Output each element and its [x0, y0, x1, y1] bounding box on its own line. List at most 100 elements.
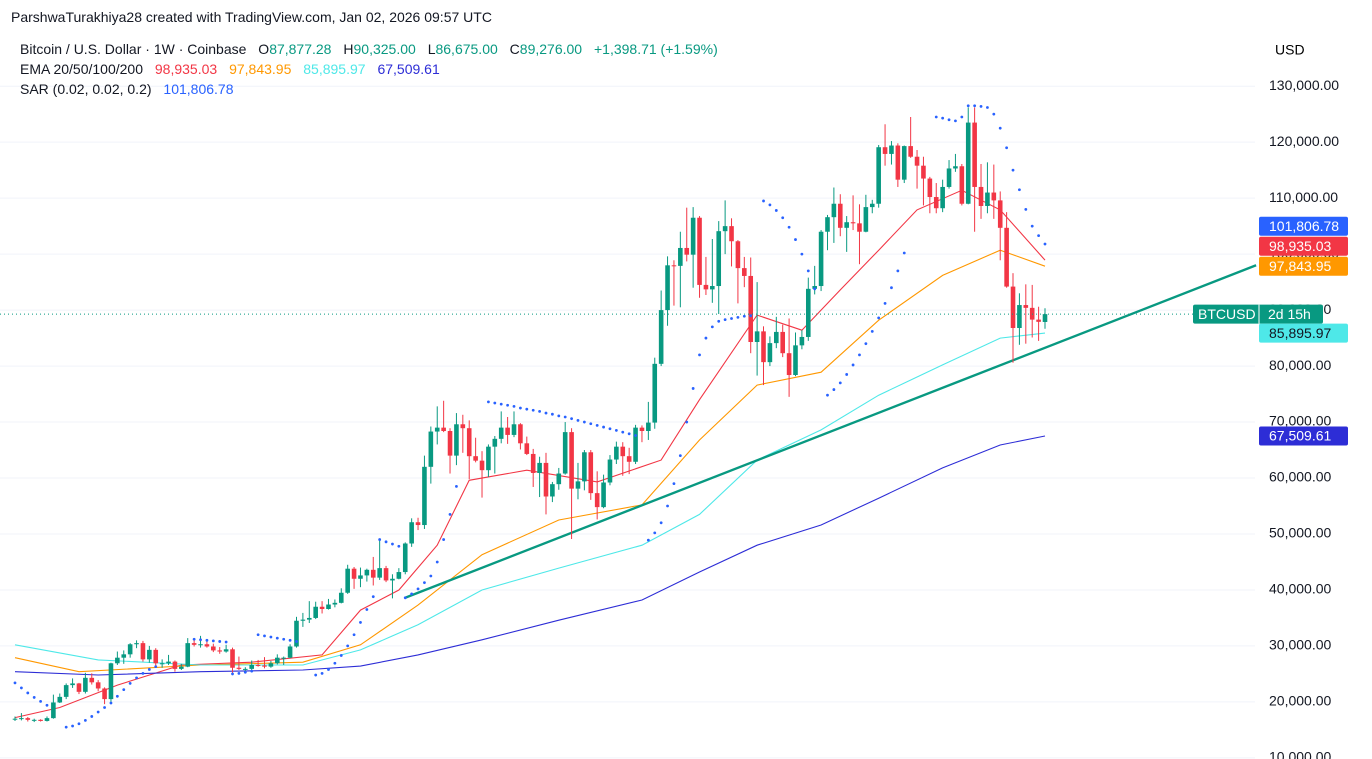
candle-body [281, 657, 286, 659]
sar-dot [710, 325, 714, 329]
candle-body [454, 424, 459, 456]
candle-body [179, 666, 184, 669]
y-tick-label: 110,000.00 [1269, 189, 1338, 205]
candle-body [524, 443, 530, 454]
candle-body [1004, 227, 1009, 287]
sar-dot [237, 671, 241, 675]
candle-body [946, 168, 952, 187]
candle-body [614, 446, 619, 460]
candle-body [115, 657, 120, 664]
sar-dot [423, 581, 426, 585]
candle-body [863, 207, 869, 232]
candle-body [671, 265, 677, 267]
candle-body [262, 665, 267, 667]
sar-dot [263, 634, 266, 638]
sar-dot [327, 668, 330, 671]
candle-body [850, 222, 856, 224]
candle-body [236, 667, 242, 669]
sar-dot [570, 417, 573, 421]
candle-body [978, 186, 984, 206]
price-badge [1259, 426, 1348, 446]
sar-dot [858, 353, 861, 357]
candle-body [12, 718, 18, 720]
ema-value: 97,843.95 [229, 61, 292, 77]
ohlc-key: O [258, 41, 270, 57]
candle-body [678, 247, 683, 266]
candle-body [102, 688, 107, 700]
sar-dot [288, 638, 292, 642]
candle-body [249, 664, 255, 669]
symbol-legend: Bitcoin / U.S. Dollar · 1W · Coinbase O8… [20, 41, 718, 57]
sar-dot [391, 542, 394, 546]
y-tick-label: 50,000.00 [1269, 525, 1331, 541]
ema-legend: EMA 20/50/100/200 98,935.03 97,843.95 85… [20, 61, 440, 77]
candle-body [665, 265, 670, 311]
ohlc-key: H [343, 41, 354, 57]
ohlc-key: L [427, 41, 436, 57]
sar-dot [576, 418, 580, 422]
sar-dot [1011, 168, 1015, 172]
candle-body [575, 481, 581, 489]
sar-dot [45, 703, 49, 707]
y-tick-label: 120,000.00 [1269, 133, 1339, 149]
price-badge [1259, 216, 1348, 236]
candle-body [31, 719, 37, 721]
sar-dot [934, 115, 938, 119]
sar-dot [90, 715, 94, 718]
sar-dot [621, 430, 625, 434]
candle-body [396, 572, 402, 579]
sar-dot [659, 521, 663, 525]
sar-dot [211, 639, 215, 643]
sar-dot [979, 104, 983, 108]
sar-dot [365, 608, 369, 611]
candle-body [716, 231, 722, 287]
sar-dot [864, 342, 868, 346]
candle-body [626, 456, 632, 462]
y-tick-label: 60,000.00 [1269, 469, 1331, 485]
candle-body [268, 663, 274, 667]
candle-body [511, 424, 517, 435]
candle-body [601, 482, 606, 508]
candle-body [537, 462, 542, 473]
candle-body [748, 275, 754, 342]
price-badge-label: 98,935.03 [1269, 238, 1331, 254]
candle-body [761, 331, 766, 363]
sar-dot [723, 318, 727, 322]
sar-dot [787, 225, 791, 229]
candle-body [786, 353, 792, 376]
sar-dot [589, 422, 593, 426]
sar-dot [487, 400, 490, 404]
sar-dot [109, 701, 113, 705]
sar-dot [1018, 188, 1021, 192]
sar-dot [544, 411, 548, 415]
candle-body [223, 649, 229, 652]
sar-label: SAR (0.02, 0.02, 0.2) [20, 81, 152, 97]
candle-body [127, 644, 133, 655]
sar-dot [653, 531, 657, 535]
candle-body [287, 646, 293, 658]
sar-dot [192, 637, 196, 641]
candle-body [319, 606, 325, 609]
sar-dot [698, 353, 701, 357]
sar-dot [519, 406, 522, 410]
y-tick-label: 70,000.00 [1269, 413, 1331, 429]
candle-body [51, 702, 56, 719]
sar-dot [218, 640, 222, 643]
price-badge [1259, 236, 1348, 256]
candle-body [684, 247, 690, 255]
sar-dot [672, 482, 676, 486]
sar-dot [730, 317, 733, 320]
y-tick-label: 30,000.00 [1269, 637, 1331, 653]
sar-dot [998, 126, 1002, 130]
sar-dot [608, 427, 612, 431]
candle-body [38, 719, 43, 721]
candle-body [972, 122, 977, 187]
sar-dot [435, 560, 439, 564]
sar-dot [704, 336, 708, 340]
candle-body [697, 217, 702, 285]
candle-body [377, 568, 382, 578]
sar-value: 101,806.78 [163, 81, 234, 97]
sar-dot [455, 485, 458, 488]
sar-dot [602, 425, 605, 429]
candle-body [390, 578, 395, 581]
